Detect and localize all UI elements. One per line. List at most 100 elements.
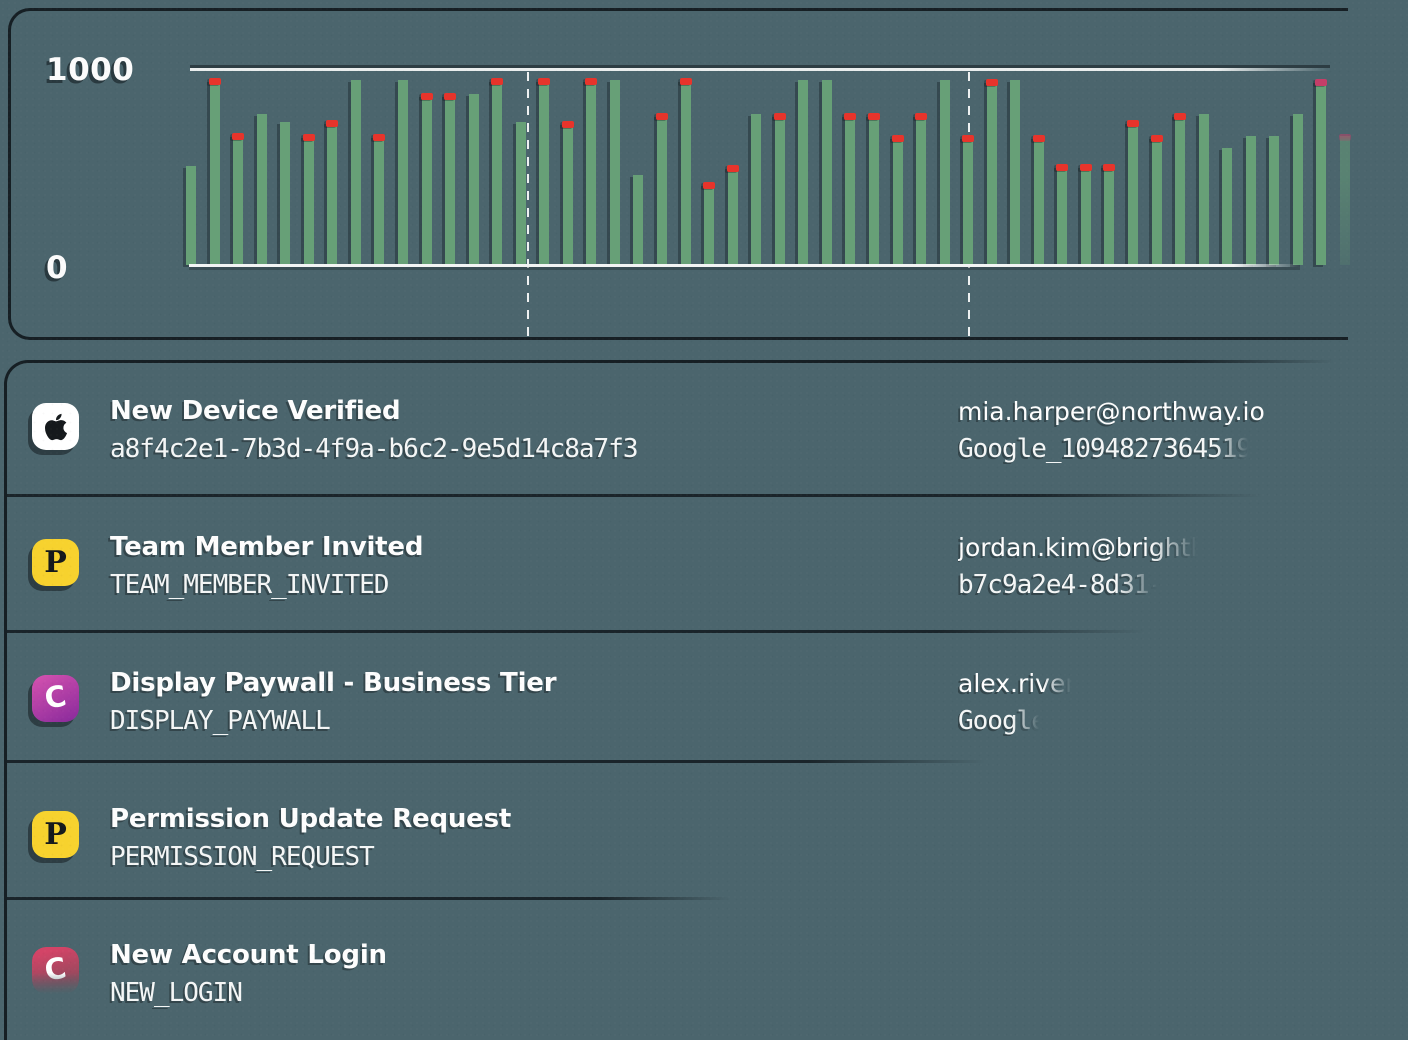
bar	[351, 80, 361, 265]
bar	[681, 80, 691, 265]
letter-c-app-icon: C	[32, 675, 79, 722]
event-user-email: mia.harper@northway.io	[958, 397, 1265, 426]
bar-flag-red	[232, 133, 244, 140]
bar	[1057, 166, 1067, 265]
event-account-id: b7c9a2e4-8d31-	[958, 570, 1164, 600]
bar-flag-red	[656, 113, 668, 120]
bar	[1269, 136, 1279, 265]
bar	[186, 166, 196, 265]
bar	[893, 137, 903, 265]
apple-logo-icon	[32, 403, 79, 450]
event-code: TEAM_MEMBER_INVITED	[110, 570, 389, 600]
bar	[1010, 80, 1020, 265]
y-axis-min-label: 0	[46, 250, 69, 286]
bar	[610, 80, 620, 265]
bar	[657, 115, 667, 265]
bar	[422, 95, 432, 265]
bar-flag-red	[1151, 135, 1163, 142]
bar-flag-red	[986, 79, 998, 86]
bar-flag-red	[1103, 164, 1115, 171]
letter-c-app-icon: C	[32, 947, 79, 994]
event-code: PERMISSION_REQUEST	[110, 842, 375, 872]
bar	[704, 184, 714, 265]
letter-p-app-icon: P	[32, 539, 79, 586]
row-separator	[6, 494, 1262, 497]
bar-flag-red	[209, 78, 221, 85]
bar	[516, 122, 526, 265]
event-title: Team Member Invited	[110, 532, 424, 562]
bar-flag-red	[727, 165, 739, 172]
bar	[327, 122, 337, 265]
bar	[257, 114, 267, 265]
bar-flag-red	[680, 78, 692, 85]
row-separator	[6, 630, 1145, 633]
bar	[916, 115, 926, 265]
bar-flag-red	[844, 113, 856, 120]
bar	[492, 80, 502, 265]
x-axis-baseline	[189, 264, 1300, 267]
bar-flag-red	[915, 113, 927, 120]
bar	[1340, 136, 1350, 265]
event-title: New Account Login	[110, 940, 387, 970]
letter-c-glyph: C	[41, 678, 69, 716]
bar-flag-red	[1033, 135, 1045, 142]
bar-flag-crimson	[1315, 79, 1327, 86]
letter-c-glyph: C	[41, 950, 69, 988]
bar-flag-red	[703, 182, 715, 189]
bar-flag-red	[1056, 164, 1068, 171]
event-title: Permission Update Request	[110, 804, 512, 834]
bar-flag-red	[538, 78, 550, 85]
bar	[1316, 81, 1326, 265]
bar-flag-red	[562, 121, 574, 128]
event-code: DISPLAY_PAYWALL	[110, 706, 331, 736]
bar	[822, 80, 832, 265]
y-axis-max-label: 1000	[46, 52, 135, 88]
event-account-id: Google	[958, 706, 1047, 736]
bar-flag-red	[444, 93, 456, 100]
bar	[1128, 122, 1138, 265]
bar	[1081, 166, 1091, 265]
bar	[539, 80, 549, 265]
bar	[280, 122, 290, 265]
bar	[586, 80, 596, 265]
bar	[1175, 115, 1185, 265]
event-user-email: alex.river	[958, 669, 1076, 698]
bar-flag-red	[962, 135, 974, 142]
bar	[233, 135, 243, 265]
bar	[445, 95, 455, 265]
bar	[940, 80, 950, 265]
event-code: a8f4c2e1-7b3d-4f9a-b6c2-9e5d14c8a7f3	[110, 434, 639, 464]
bar	[845, 115, 855, 265]
bar-flag-red	[892, 135, 904, 142]
gridline-top	[190, 68, 1330, 71]
bar-flag-red	[373, 134, 385, 141]
bar	[1199, 114, 1209, 265]
bar	[963, 137, 973, 265]
bar	[1104, 166, 1114, 265]
bar	[987, 81, 997, 265]
row-separator	[6, 897, 730, 900]
bar-flag-red	[1174, 113, 1186, 120]
bar-flag-red	[1080, 164, 1092, 171]
event-user-email: jordan.kim@brightli	[958, 533, 1205, 562]
dashed-guide-line	[527, 72, 529, 342]
bar-flag-red	[326, 120, 338, 127]
bar	[469, 94, 479, 265]
event-title: Display Paywall - Business Tier	[110, 668, 557, 698]
bar	[633, 175, 643, 265]
bar-flag-crimson	[1339, 134, 1351, 141]
letter-p-glyph: P	[44, 816, 67, 852]
event-list-panel	[4, 360, 77, 1040]
event-title: New Device Verified	[110, 396, 401, 426]
bar	[1034, 137, 1044, 265]
bar	[304, 136, 314, 265]
letter-p-app-icon: P	[32, 811, 79, 858]
chart-panel	[8, 8, 1348, 340]
bar	[728, 167, 738, 265]
bar	[374, 136, 384, 265]
bar	[798, 80, 808, 265]
bar	[1293, 114, 1303, 265]
bar-flag-red	[491, 78, 503, 85]
bar-flag-red	[774, 113, 786, 120]
